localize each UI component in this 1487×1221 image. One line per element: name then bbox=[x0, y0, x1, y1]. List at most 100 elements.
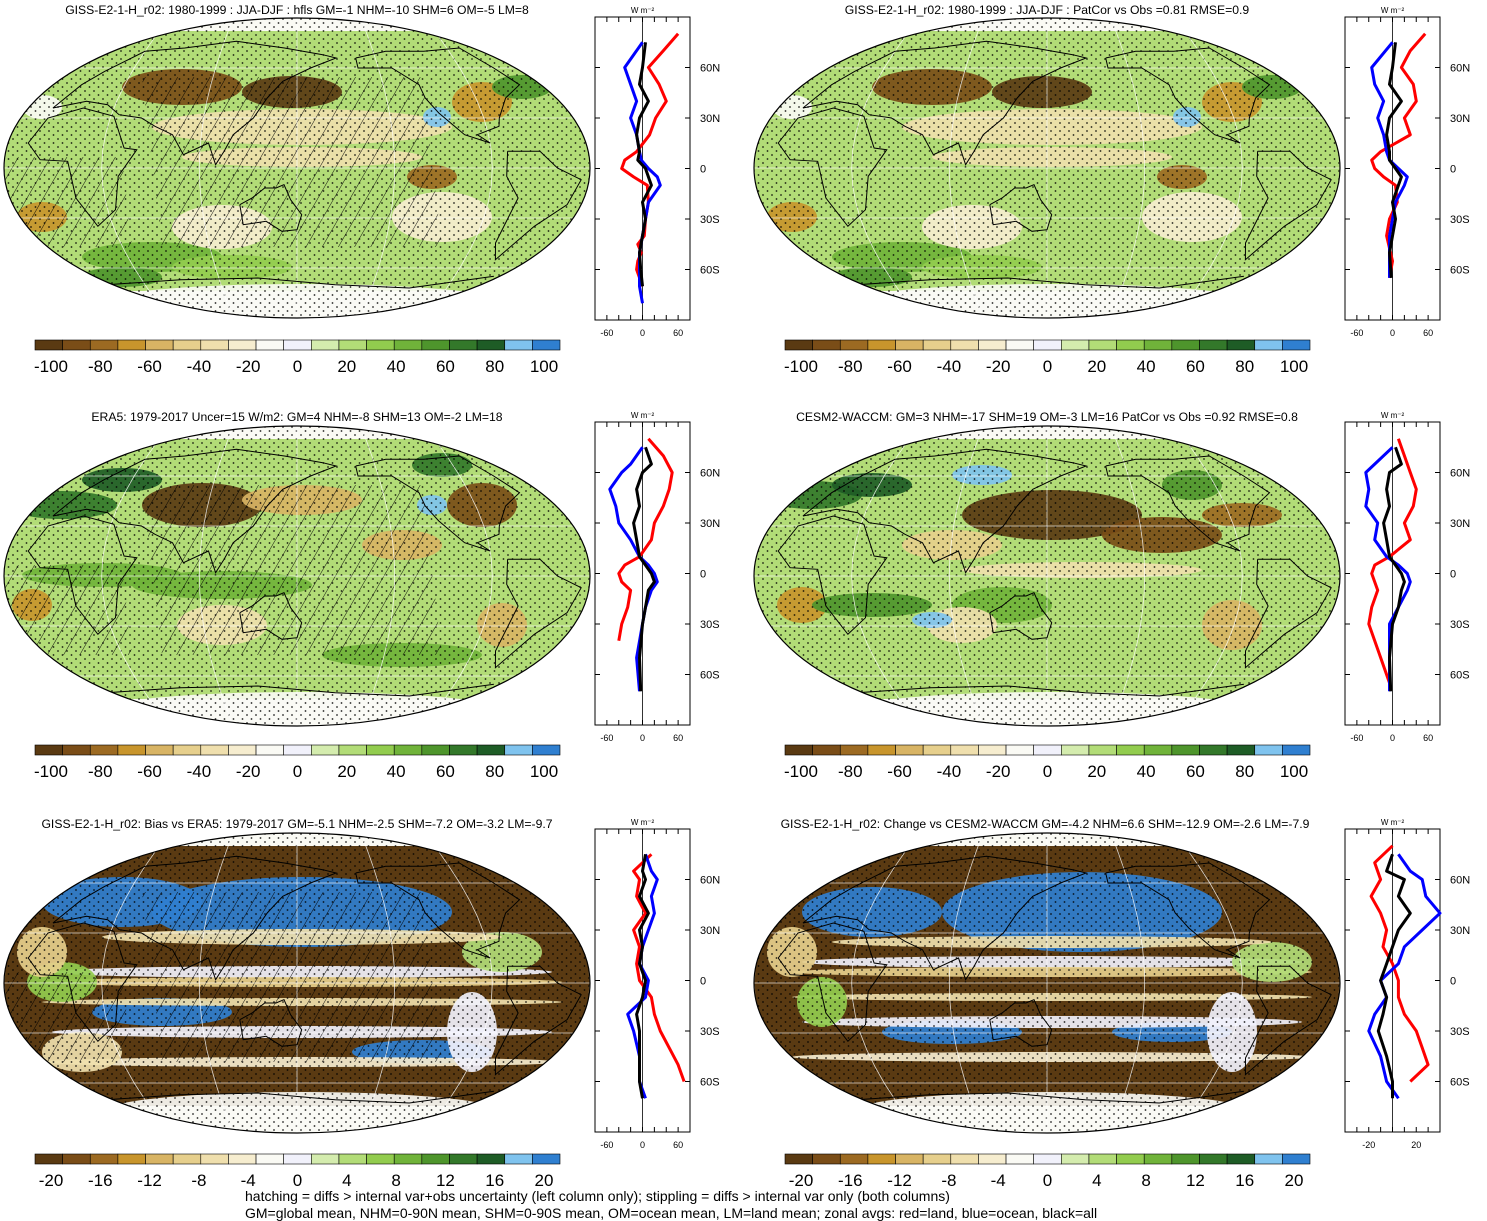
coastline bbox=[106, 683, 494, 697]
colorbar-label: 40 bbox=[1137, 762, 1156, 781]
colorbar-label: 100 bbox=[530, 762, 558, 781]
colorbar-swatch bbox=[34, 339, 63, 351]
colorbar-swatch bbox=[1005, 744, 1034, 756]
colorbar-label: 100 bbox=[1280, 357, 1308, 376]
lat-label: 30N bbox=[700, 925, 720, 937]
colorbar-swatch bbox=[255, 1153, 284, 1165]
colorbar-swatch bbox=[1143, 1153, 1173, 1165]
colorbar-swatch bbox=[1171, 339, 1200, 351]
coastline bbox=[802, 40, 1088, 166]
colorbar-swatch bbox=[311, 744, 340, 756]
lat-label: 30S bbox=[700, 214, 720, 226]
colorbar-swatch bbox=[1226, 1153, 1256, 1165]
series-line-land bbox=[632, 853, 686, 1083]
lat-label: 60N bbox=[1450, 468, 1470, 480]
colorbar-swatch bbox=[812, 339, 841, 351]
colorbar-label: 80 bbox=[485, 762, 504, 781]
colorbar-swatch bbox=[922, 1153, 952, 1165]
colorbar-swatch bbox=[338, 339, 367, 351]
colorbar-swatch bbox=[366, 339, 395, 351]
colorbar-label: 60 bbox=[1186, 357, 1205, 376]
hatching bbox=[142, 77, 442, 247]
coastline bbox=[989, 184, 1053, 232]
colorbar-label: -20 bbox=[986, 357, 1011, 376]
colorbar-swatch bbox=[504, 1153, 533, 1165]
colorbar-swatch bbox=[172, 339, 202, 351]
map-border bbox=[3, 17, 591, 319]
colorbar-swatch bbox=[311, 339, 340, 351]
colorbar-swatch bbox=[338, 744, 367, 756]
hatching bbox=[142, 892, 442, 1062]
coastline bbox=[52, 40, 338, 166]
series-line-land bbox=[1369, 844, 1430, 1083]
hatching bbox=[4, 972, 132, 1062]
lat-label: 30N bbox=[1450, 518, 1470, 530]
colorbar-swatch bbox=[117, 744, 146, 756]
colorbar-swatch bbox=[532, 1153, 561, 1165]
world-map-1 bbox=[3, 17, 591, 319]
colorbar-label: -8 bbox=[191, 1171, 206, 1190]
colorbar-label: 8 bbox=[1141, 1171, 1150, 1190]
coastline bbox=[802, 855, 1088, 981]
colorbar-5: -20 -16 -12 -8 -4 0 4 8 12 16 20 bbox=[34, 1153, 561, 1190]
coastline bbox=[27, 107, 138, 228]
colorbar-swatch bbox=[839, 1153, 869, 1165]
colorbar-swatch bbox=[145, 339, 174, 351]
lat-label: 60S bbox=[1450, 670, 1470, 682]
x-tick-label: -60 bbox=[600, 328, 613, 338]
colorbar-swatch bbox=[145, 744, 174, 756]
colorbar-swatch bbox=[867, 744, 896, 756]
colorbar-swatch bbox=[228, 339, 257, 351]
map-border bbox=[753, 17, 1341, 319]
coastline bbox=[355, 862, 521, 959]
colorbar-label: 0 bbox=[1043, 762, 1052, 781]
lat-label: 30S bbox=[1450, 619, 1470, 631]
lat-label: 30N bbox=[700, 113, 720, 125]
colorbar-label: -12 bbox=[137, 1171, 162, 1190]
colorbar-label: -60 bbox=[887, 357, 912, 376]
x-tick-label: 0 bbox=[1390, 328, 1395, 338]
colorbar-swatch bbox=[895, 1153, 924, 1165]
colorbar-label: 20 bbox=[337, 762, 356, 781]
colorbar-swatch bbox=[839, 744, 869, 756]
lat-label: 0 bbox=[1450, 569, 1456, 581]
lat-label: 30S bbox=[700, 619, 720, 631]
x-tick-label: 20 bbox=[1411, 1140, 1421, 1150]
colorbar-swatch bbox=[393, 339, 423, 351]
footer-note-means: GM=global mean, NHM=0-90N mean, SHM=0-90… bbox=[245, 1205, 1098, 1221]
colorbar-4: -100 -80 -60 -40 -20 0 20 40 60 80 100 bbox=[784, 744, 1311, 781]
colorbar-swatch bbox=[1033, 1153, 1062, 1165]
x-tick-label: -60 bbox=[1350, 328, 1363, 338]
colorbar-swatch bbox=[978, 1153, 1007, 1165]
colorbar-label: 12 bbox=[436, 1171, 455, 1190]
colorbar-label: 4 bbox=[342, 1171, 351, 1190]
colorbar-swatch bbox=[172, 1153, 202, 1165]
coastline bbox=[27, 515, 138, 636]
colorbar-label: -20 bbox=[39, 1171, 64, 1190]
x-tick-label: 0 bbox=[640, 328, 645, 338]
colorbar-swatch bbox=[1143, 744, 1173, 756]
colorbar-swatch bbox=[812, 1153, 841, 1165]
panel-title-3: ERA5: 1979-2017 Uncer=15 W/m2: GM=4 NHM=… bbox=[91, 410, 503, 424]
colorbar-swatch bbox=[1226, 339, 1256, 351]
zonal-mean-plot-2: W m⁻² 60N 30N 0 30S 60S -60 0 60 bbox=[1344, 6, 1470, 338]
coastline bbox=[777, 515, 888, 636]
colorbar-label: -80 bbox=[838, 357, 863, 376]
series-line-all bbox=[632, 446, 656, 692]
colorbar-swatch bbox=[62, 744, 91, 756]
x-tick-label: -60 bbox=[600, 733, 613, 743]
colorbar-swatch bbox=[89, 744, 119, 756]
series-line-all bbox=[635, 854, 650, 1099]
colorbar-label: -20 bbox=[236, 762, 261, 781]
x-tick-label: -60 bbox=[600, 1140, 613, 1150]
colorbar-swatch bbox=[449, 1153, 478, 1165]
colorbar-swatch bbox=[1254, 1153, 1283, 1165]
colorbar-label: -20 bbox=[986, 762, 1011, 781]
colorbar-label: -80 bbox=[88, 357, 113, 376]
colorbar-swatch bbox=[812, 744, 841, 756]
x-tick-label: 0 bbox=[640, 733, 645, 743]
colorbar-swatch bbox=[504, 744, 533, 756]
lat-label: 30N bbox=[700, 518, 720, 530]
colorbar-label: 0 bbox=[293, 357, 302, 376]
coastline bbox=[355, 47, 521, 144]
